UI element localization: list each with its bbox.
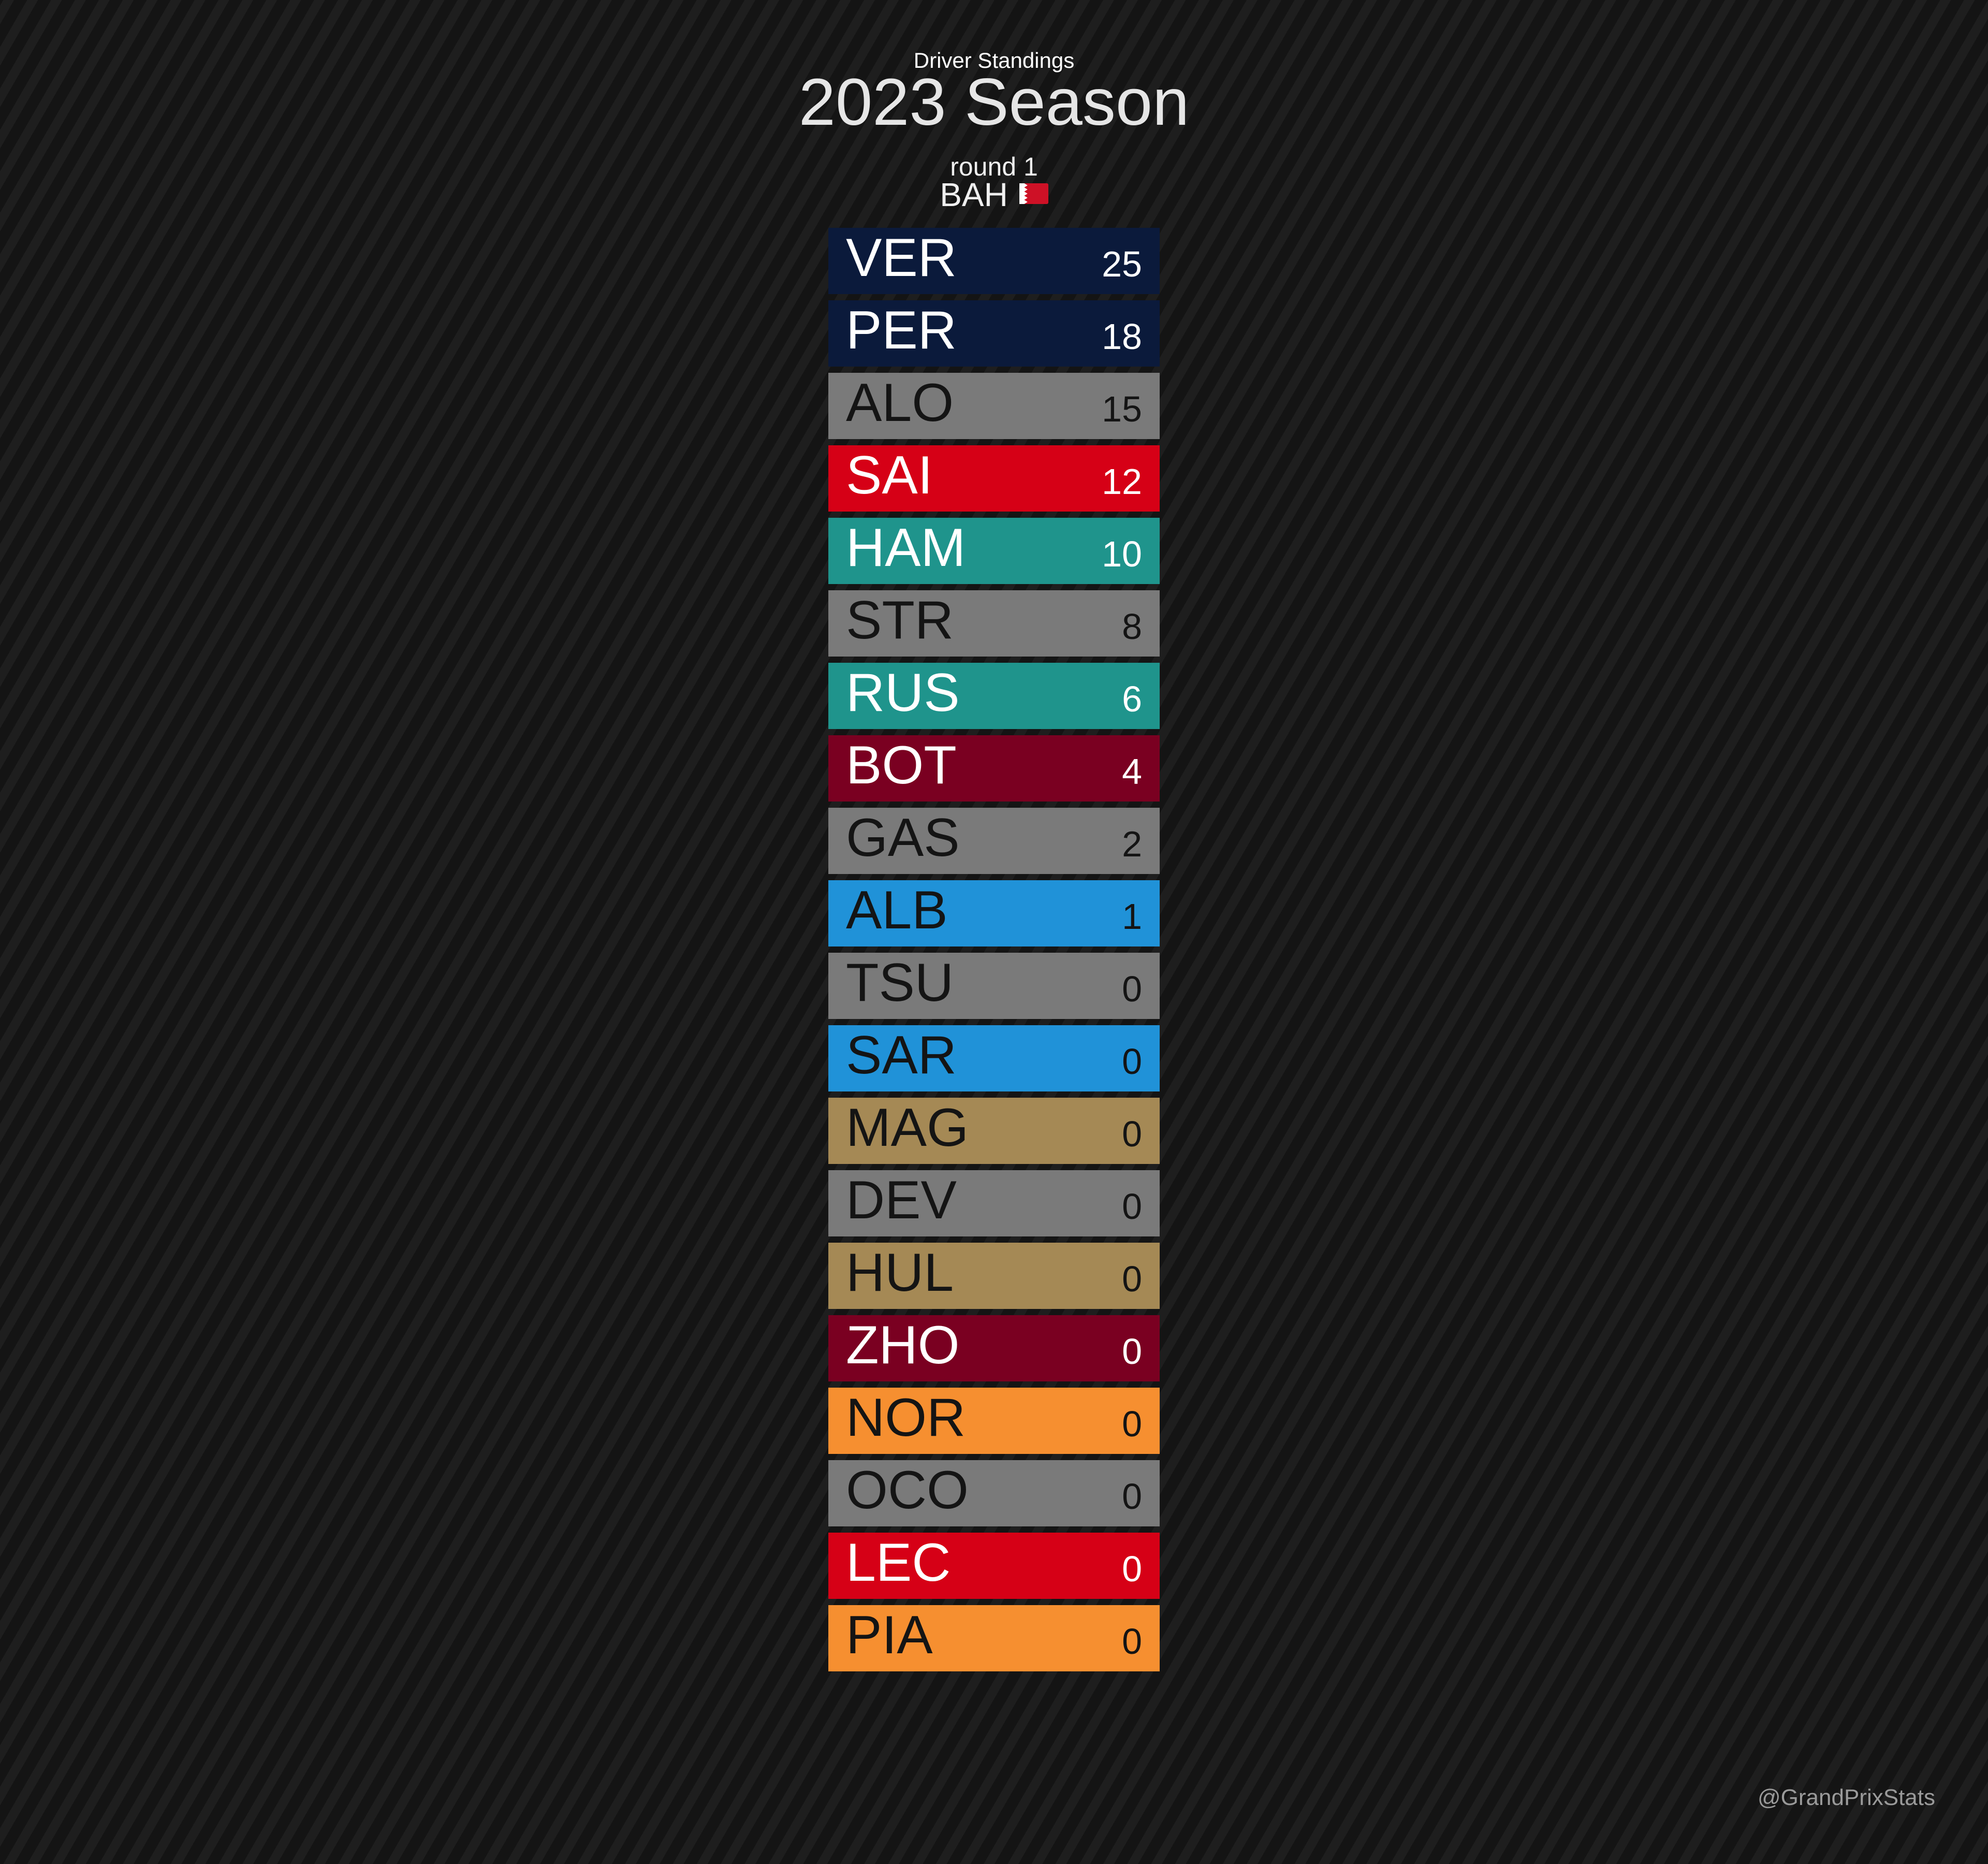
driver-points: 0 xyxy=(1122,1404,1142,1444)
driver-code: SAR xyxy=(846,1025,957,1085)
driver-code: DEV xyxy=(846,1170,957,1230)
standings-row-pia: PIA 0 xyxy=(828,1605,1160,1671)
driver-points: 0 xyxy=(1122,1186,1142,1227)
chart-subtitle: Driver Standings xyxy=(913,48,1075,72)
driver-points: 1 xyxy=(1122,896,1142,937)
driver-points: 0 xyxy=(1122,1259,1142,1299)
driver-code: STR xyxy=(846,590,954,650)
standings-row-oco: OCO 0 xyxy=(828,1460,1160,1526)
standings-row-gas: GAS 2 xyxy=(828,808,1160,874)
standings-row-tsu: TSU 0 xyxy=(828,953,1160,1019)
driver-points: 0 xyxy=(1122,1549,1142,1589)
driver-code: GAS xyxy=(846,808,960,868)
driver-code: NOR xyxy=(846,1388,966,1448)
standings-row-mag: MAG 0 xyxy=(828,1098,1160,1164)
driver-points: 0 xyxy=(1122,969,1142,1009)
driver-points: 6 xyxy=(1122,679,1142,719)
driver-points: 10 xyxy=(1102,534,1142,574)
driver-code: ZHO xyxy=(846,1315,960,1375)
driver-points: 0 xyxy=(1122,1331,1142,1372)
driver-points: 12 xyxy=(1102,461,1142,502)
standings-row-zho: ZHO 0 xyxy=(828,1315,1160,1381)
driver-code: HAM xyxy=(846,518,966,578)
standings-row-str: STR 8 xyxy=(828,590,1160,657)
driver-code: BOT xyxy=(846,735,957,795)
driver-points: 25 xyxy=(1102,244,1142,284)
driver-code: VER xyxy=(846,228,957,288)
standings-row-per: PER 18 xyxy=(828,300,1160,367)
season-title: 2023 Season xyxy=(798,65,1190,139)
driver-code: SAI xyxy=(846,445,933,505)
driver-points: 2 xyxy=(1122,824,1142,864)
standings-row-dev: DEV 0 xyxy=(828,1170,1160,1236)
standings-row-hul: HUL 0 xyxy=(828,1243,1160,1309)
driver-code: ALO xyxy=(846,373,954,433)
standings-row-ham: HAM 10 xyxy=(828,518,1160,584)
standings-row-ver: VER 25 xyxy=(828,228,1160,294)
driver-code: TSU xyxy=(846,953,954,1013)
race-code: BAH xyxy=(940,176,1008,213)
standings-row-alo: ALO 15 xyxy=(828,373,1160,439)
driver-points: 0 xyxy=(1122,1041,1142,1082)
driver-points: 18 xyxy=(1102,316,1142,357)
standings-list: VER 25 PER 18 ALO 15 SAI 12 HAM 10 STR 8 RUS 6 BOT 4 GAS… xyxy=(828,228,1160,1678)
driver-code: LEC xyxy=(846,1533,951,1593)
race-label: BAH xyxy=(0,176,1988,213)
driver-code: PER xyxy=(846,300,957,360)
driver-points: 4 xyxy=(1122,751,1142,792)
bahrain-flag-icon xyxy=(1019,183,1048,204)
driver-points: 0 xyxy=(1122,1621,1142,1662)
driver-code: PIA xyxy=(846,1605,933,1665)
driver-code: MAG xyxy=(846,1098,969,1158)
standings-row-lec: LEC 0 xyxy=(828,1533,1160,1599)
driver-points: 0 xyxy=(1122,1114,1142,1154)
standings-row-nor: NOR 0 xyxy=(828,1388,1160,1454)
standings-row-bot: BOT 4 xyxy=(828,735,1160,802)
driver-code: ALB xyxy=(846,880,948,940)
watermark: @GrandPrixStats xyxy=(1758,1785,1935,1810)
driver-points: 0 xyxy=(1122,1476,1142,1517)
standings-row-alb: ALB 1 xyxy=(828,880,1160,946)
standings-row-sai: SAI 12 xyxy=(828,445,1160,512)
driver-code: OCO xyxy=(846,1460,969,1520)
driver-points: 15 xyxy=(1102,389,1142,429)
standings-row-sar: SAR 0 xyxy=(828,1025,1160,1091)
round-label: round 1 xyxy=(950,152,1038,181)
standings-row-rus: RUS 6 xyxy=(828,663,1160,729)
driver-code: RUS xyxy=(846,663,960,723)
driver-code: HUL xyxy=(846,1243,954,1303)
driver-points: 8 xyxy=(1122,606,1142,647)
